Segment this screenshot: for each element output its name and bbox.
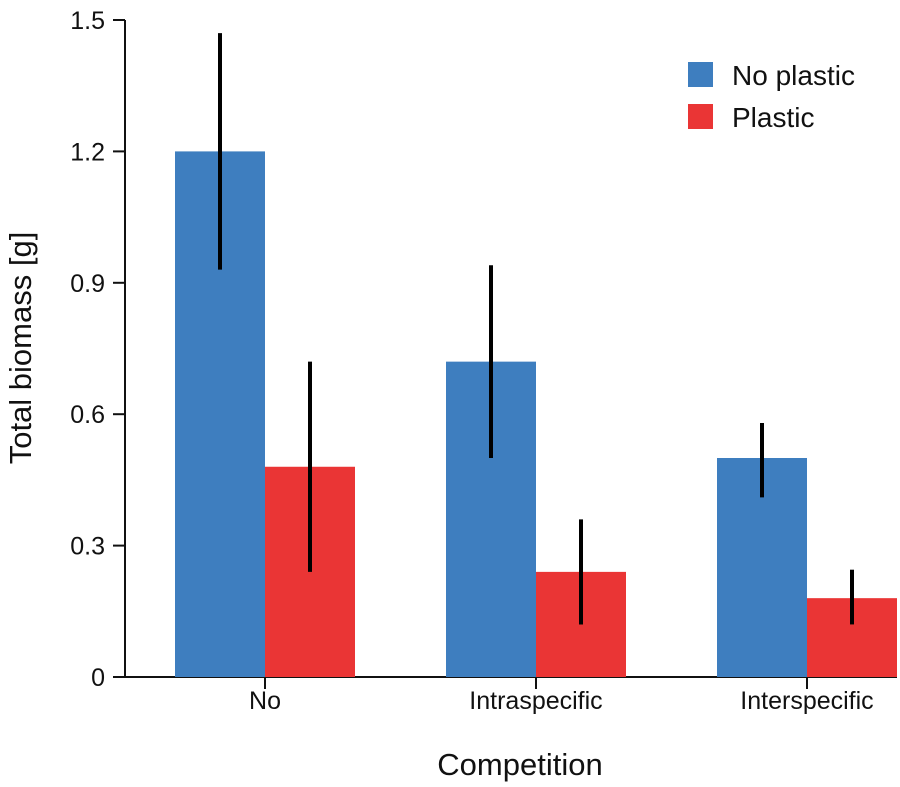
x-axis-title: Competition bbox=[437, 747, 602, 782]
axes: 0 0.3 0.6 0.9 1.2 1.5 No Intraspecific Interspec… bbox=[70, 7, 897, 715]
x-tick-label: No bbox=[249, 687, 281, 715]
y-tick-label: 0 bbox=[91, 664, 105, 692]
y-tick-label: 0.9 bbox=[70, 270, 105, 298]
y-tick-label: 0.3 bbox=[70, 533, 105, 561]
legend-label: Plastic bbox=[732, 102, 814, 133]
legend: No plastic Plastic bbox=[688, 60, 855, 133]
y-tick-label: 0.6 bbox=[70, 401, 105, 429]
bars bbox=[175, 151, 897, 677]
error-bars bbox=[218, 33, 854, 625]
legend-label: No plastic bbox=[732, 60, 855, 91]
y-axis-title: Total biomass [g] bbox=[3, 232, 38, 465]
legend-swatch bbox=[688, 104, 713, 129]
y-tick-label: 1.2 bbox=[70, 138, 105, 166]
x-tick-label: Interspecific bbox=[740, 687, 873, 715]
x-tick-label: Intraspecific bbox=[469, 687, 602, 715]
y-tick-label: 1.5 bbox=[70, 7, 105, 35]
legend-swatch bbox=[688, 62, 713, 87]
